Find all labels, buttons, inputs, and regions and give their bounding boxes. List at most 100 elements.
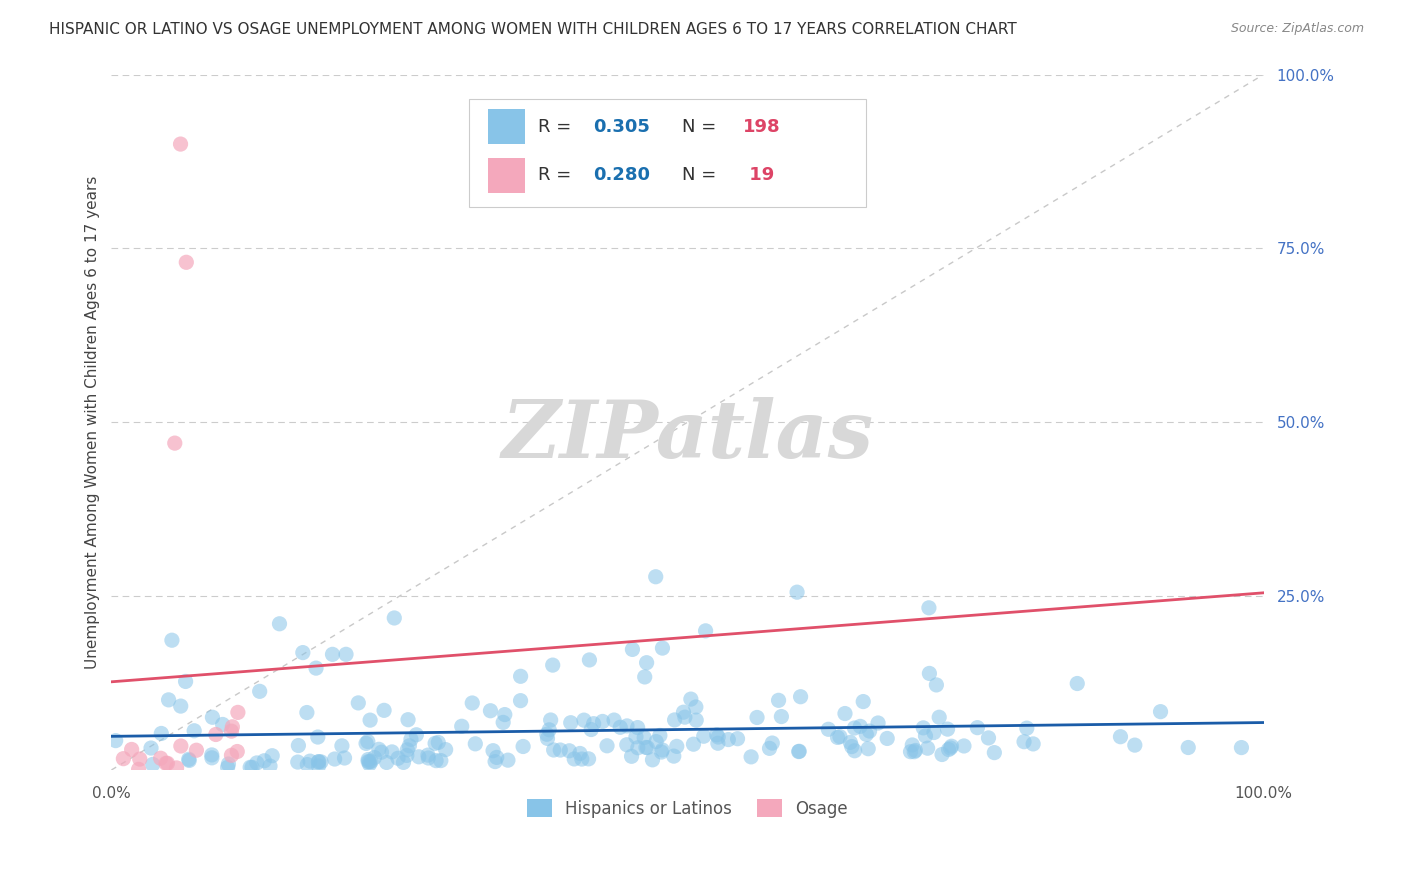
Hispanics or Latinos [359,755,381,769]
Hispanics or Latinos [727,731,749,746]
Hispanics or Latinos [903,745,925,759]
Hispanics or Latinos [641,753,664,767]
Hispanics or Latinos [665,739,688,754]
Hispanics or Latinos [953,739,976,753]
Hispanics or Latinos [461,696,484,710]
Hispanics or Latinos [844,744,866,758]
Hispanics or Latinos [335,648,357,662]
Hispanics or Latinos [673,710,696,724]
Hispanics or Latinos [761,736,783,750]
Osage [121,742,143,756]
Hispanics or Latinos [307,755,329,769]
Hispanics or Latinos [651,743,673,757]
Hispanics or Latinos [201,751,224,765]
Hispanics or Latinos [651,641,673,656]
Hispanics or Latinos [392,756,415,770]
Text: R =: R = [537,118,576,136]
Hispanics or Latinos [305,661,328,675]
Hispanics or Latinos [868,716,890,731]
Hispanics or Latinos [624,730,647,744]
Hispanics or Latinos [484,755,506,769]
Hispanics or Latinos [253,754,276,768]
Hispanics or Latinos [540,713,562,727]
Hispanics or Latinos [918,666,941,681]
Hispanics or Latinos [914,729,936,743]
Hispanics or Latinos [269,616,291,631]
Hispanics or Latinos [679,692,702,706]
Hispanics or Latinos [321,648,343,662]
Legend: Hispanics or Latinos, Osage: Hispanics or Latinos, Osage [520,793,855,824]
Hispanics or Latinos [170,699,193,714]
Hispanics or Latinos [464,737,486,751]
Hispanics or Latinos [408,749,430,764]
Hispanics or Latinos [357,734,380,748]
Hispanics or Latinos [707,736,730,750]
Hispanics or Latinos [330,739,353,753]
Hispanics or Latinos [636,656,658,670]
Osage [205,727,228,741]
Hispanics or Latinos [941,739,963,754]
Hispanics or Latinos [876,731,898,746]
Osage [226,745,249,759]
Hispanics or Latinos [512,739,534,754]
Hispanics or Latinos [770,709,793,723]
Hispanics or Latinos [740,749,762,764]
Hispanics or Latinos [787,744,810,758]
Osage [221,724,243,739]
Hispanics or Latinos [664,713,686,727]
Hispanics or Latinos [827,731,849,745]
Text: Source: ZipAtlas.com: Source: ZipAtlas.com [1230,22,1364,36]
Hispanics or Latinos [621,642,644,657]
Hispanics or Latinos [977,731,1000,745]
Hispanics or Latinos [259,759,281,773]
Hispanics or Latinos [309,755,332,769]
Hispanics or Latinos [399,732,422,747]
Hispanics or Latinos [211,717,233,731]
Hispanics or Latinos [904,743,927,757]
Hispanics or Latinos [142,757,165,772]
Osage [176,255,198,269]
Hispanics or Latinos [157,693,180,707]
Text: 0.305: 0.305 [593,118,650,136]
Hispanics or Latinos [928,710,950,724]
Text: 0.280: 0.280 [593,167,650,185]
Hispanics or Latinos [634,670,657,684]
Osage [221,720,243,734]
Hispanics or Latinos [1015,721,1038,735]
Osage [170,739,193,753]
Hispanics or Latinos [536,727,558,741]
Hispanics or Latinos [983,746,1005,760]
Hispanics or Latinos [333,751,356,765]
Hispanics or Latinos [650,745,672,759]
Hispanics or Latinos [201,747,224,762]
Osage [112,752,135,766]
Osage [186,743,208,757]
Hispanics or Latinos [425,754,447,768]
Hispanics or Latinos [662,749,685,764]
Osage [169,137,191,152]
Hispanics or Latinos [558,744,581,758]
Hispanics or Latinos [375,756,398,770]
Hispanics or Latinos [828,730,851,744]
Hispanics or Latinos [430,754,453,768]
Hispanics or Latinos [177,752,200,766]
Hispanics or Latinos [858,724,880,739]
Hispanics or Latinos [538,723,561,737]
Hispanics or Latinos [357,753,380,767]
Hispanics or Latinos [582,716,605,731]
Hispanics or Latinos [150,726,173,740]
Hispanics or Latinos [396,713,419,727]
Osage [221,748,243,763]
Text: HISPANIC OR LATINO VS OSAGE UNEMPLOYMENT AMONG WOMEN WITH CHILDREN AGES 6 TO 17 : HISPANIC OR LATINO VS OSAGE UNEMPLOYMENT… [49,22,1017,37]
Hispanics or Latinos [844,721,866,735]
Hispanics or Latinos [360,755,382,769]
Hispanics or Latinos [359,713,381,727]
Hispanics or Latinos [745,710,768,724]
Hispanics or Latinos [295,706,318,720]
Osage [156,756,179,771]
Text: R =: R = [537,167,576,185]
Hispanics or Latinos [1022,737,1045,751]
Hispanics or Latinos [509,669,531,683]
Hispanics or Latinos [357,755,380,769]
Hispanics or Latinos [939,741,962,756]
